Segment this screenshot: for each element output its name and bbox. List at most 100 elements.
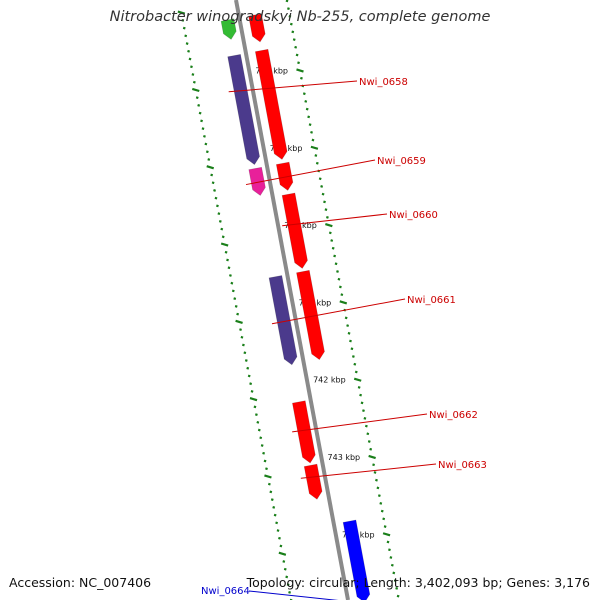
tick-mark: [283, 561, 285, 562]
tick-mark: [383, 519, 385, 520]
tick-mark: [286, 1, 288, 2]
tick-mark: [370, 449, 372, 450]
tick-mark: [196, 97, 198, 98]
tick-mark: [305, 101, 307, 102]
tick-mark: [265, 468, 267, 469]
tick-mark: [244, 352, 246, 353]
tick-mark: [296, 69, 303, 71]
tick-mark: [349, 341, 351, 342]
tick-mark: [183, 28, 185, 29]
tick-mark: [273, 507, 275, 508]
tick-mark: [190, 66, 192, 67]
gene-label[interactable]: Nwi_0659: [377, 156, 426, 167]
tick-mark: [293, 39, 295, 40]
tick-mark: [239, 329, 241, 330]
tick-mark: [369, 456, 376, 458]
tick-mark: [187, 51, 189, 52]
gene-label[interactable]: Nwi_0663: [438, 460, 487, 471]
tick-mark: [203, 136, 205, 137]
tick-mark: [375, 480, 377, 481]
tick-mark: [387, 542, 389, 543]
tick-mark: [242, 345, 244, 346]
gene-label[interactable]: Nwi_0660: [389, 210, 438, 221]
gene-label[interactable]: Nwi_0658: [359, 77, 408, 88]
tick-mark: [199, 113, 201, 114]
tick-mark: [309, 124, 311, 125]
tick-mark: [280, 546, 282, 547]
tick-mark: [263, 453, 265, 454]
tick-mark: [380, 503, 382, 504]
tick-mark: [355, 372, 357, 373]
tick-mark: [341, 294, 343, 295]
tick-mark: [368, 441, 370, 442]
tick-mark: [254, 407, 256, 408]
tick-mark: [219, 221, 221, 222]
tick-mark: [311, 147, 318, 149]
tick-mark: [377, 488, 379, 489]
tick-mark: [348, 333, 350, 334]
tick-mark: [202, 128, 204, 129]
tick-mark: [226, 260, 228, 261]
tick-mark: [192, 74, 194, 75]
tick-mark: [323, 202, 325, 203]
tick-mark: [228, 267, 230, 268]
accession-text: Accession: NC_007406: [9, 575, 151, 590]
gene-label[interactable]: Nwi_0664: [201, 586, 250, 597]
label-leader: [229, 81, 357, 92]
tick-mark: [277, 530, 279, 531]
tick-mark: [391, 565, 393, 566]
tick-mark: [378, 495, 380, 496]
tick-mark: [221, 229, 223, 230]
tick-mark: [260, 437, 262, 438]
tick-mark: [384, 526, 386, 527]
tick-mark: [361, 403, 363, 404]
tick-mark: [335, 263, 337, 264]
tick-mark: [268, 484, 270, 485]
tick-mark: [236, 321, 243, 323]
tick-mark: [364, 418, 366, 419]
tick-mark: [211, 175, 213, 176]
tick-mark: [325, 224, 332, 226]
tick-mark: [292, 32, 294, 33]
tick-mark: [241, 337, 243, 338]
gene-label[interactable]: Nwi_0661: [407, 295, 456, 306]
tick-mark: [270, 492, 272, 493]
tick-mark: [334, 256, 336, 257]
tick-mark: [205, 144, 207, 145]
tick-mark: [192, 89, 199, 91]
tick-mark: [306, 109, 308, 110]
tick-mark: [308, 117, 310, 118]
gene-label[interactable]: Nwi_0662: [429, 410, 478, 421]
label-layer: Nwi_0658 Nwi_0659 Nwi_0660 Nwi_0661 Nwi_0662…: [201, 77, 487, 600]
tick-mark: [186, 43, 188, 44]
tick-mark: [296, 55, 298, 56]
tick-mark: [325, 209, 327, 210]
gene-arrow[interactable]: [304, 464, 322, 499]
tick-mark: [347, 325, 349, 326]
tick-mark: [221, 243, 228, 245]
tick-mark: [326, 217, 328, 218]
tick-mark: [234, 298, 236, 299]
tick-mark: [231, 283, 233, 284]
tick-mark: [215, 198, 217, 199]
tick-mark: [250, 398, 257, 400]
tick-mark: [390, 557, 392, 558]
tick-mark: [300, 78, 302, 79]
tick-mark: [374, 472, 376, 473]
tick-mark: [200, 121, 202, 122]
tick-mark: [208, 159, 210, 160]
tick-mark: [295, 47, 297, 48]
tick-mark: [257, 422, 259, 423]
tick-mark: [297, 62, 299, 63]
tick-mark: [271, 499, 273, 500]
tick-mark: [185, 36, 187, 37]
tick-mark: [322, 194, 324, 195]
tick-mark: [258, 430, 260, 431]
tick-mark: [338, 279, 340, 280]
tick-mark: [367, 433, 369, 434]
tick-mark: [264, 461, 266, 462]
tick-mark: [316, 163, 318, 164]
tick-mark: [352, 356, 354, 357]
tick-mark: [345, 318, 347, 319]
